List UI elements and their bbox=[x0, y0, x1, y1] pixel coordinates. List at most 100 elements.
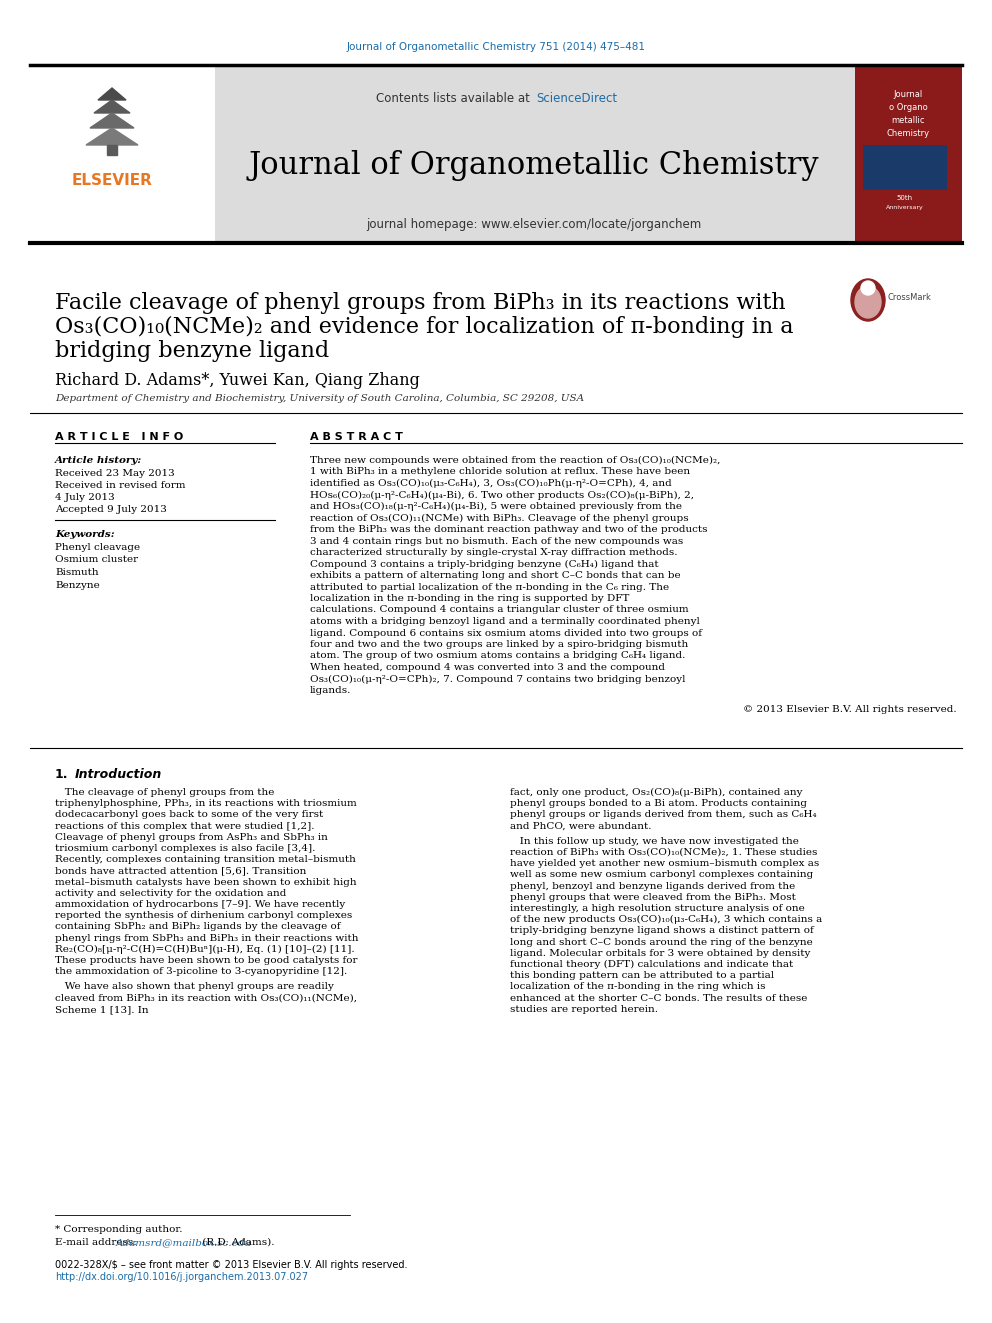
Text: The cleavage of phenyl groups from the: The cleavage of phenyl groups from the bbox=[55, 789, 275, 796]
Text: CrossMark: CrossMark bbox=[888, 292, 931, 302]
Text: ELSEVIER: ELSEVIER bbox=[71, 173, 153, 188]
Text: 50th: 50th bbox=[897, 194, 913, 201]
Text: Richard D. Adams*, Yuwei Kan, Qiang Zhang: Richard D. Adams*, Yuwei Kan, Qiang Zhan… bbox=[55, 372, 420, 389]
Text: Cleavage of phenyl groups from AsPh₃ and SbPh₃ in: Cleavage of phenyl groups from AsPh₃ and… bbox=[55, 832, 328, 841]
Text: Bismuth: Bismuth bbox=[55, 568, 98, 577]
Text: localization in the π-bonding in the ring is supported by DFT: localization in the π-bonding in the rin… bbox=[310, 594, 629, 603]
Text: calculations. Compound 4 contains a triangular cluster of three osmium: calculations. Compound 4 contains a tria… bbox=[310, 606, 688, 614]
Text: In this follow up study, we have now investigated the: In this follow up study, we have now inv… bbox=[510, 837, 799, 845]
Text: four and two and the two groups are linked by a spiro-bridging bismuth: four and two and the two groups are link… bbox=[310, 640, 688, 650]
Text: Department of Chemistry and Biochemistry, University of South Carolina, Columbia: Department of Chemistry and Biochemistry… bbox=[55, 394, 584, 404]
Text: Received in revised form: Received in revised form bbox=[55, 482, 186, 490]
Text: We have also shown that phenyl groups are readily: We have also shown that phenyl groups ar… bbox=[55, 983, 334, 991]
Text: ligand. Molecular orbitals for 3 were obtained by density: ligand. Molecular orbitals for 3 were ob… bbox=[510, 949, 810, 958]
Text: Journal of Organometallic Chemistry 751 (2014) 475–481: Journal of Organometallic Chemistry 751 … bbox=[346, 42, 646, 52]
Text: 0022-328X/$ – see front matter © 2013 Elsevier B.V. All rights reserved.: 0022-328X/$ – see front matter © 2013 El… bbox=[55, 1259, 408, 1270]
Polygon shape bbox=[86, 128, 138, 146]
Text: metal–bismuth catalysts have been shown to exhibit high: metal–bismuth catalysts have been shown … bbox=[55, 877, 357, 886]
Text: dodecacarbonyl goes back to some of the very first: dodecacarbonyl goes back to some of the … bbox=[55, 811, 323, 819]
Text: characterized structurally by single-crystal X-ray diffraction methods.: characterized structurally by single-cry… bbox=[310, 548, 678, 557]
Text: bridging benzyne ligand: bridging benzyne ligand bbox=[55, 340, 329, 363]
Text: functional theory (DFT) calculations and indicate that: functional theory (DFT) calculations and… bbox=[510, 960, 794, 970]
Text: have yielded yet another new osmium–bismuth complex as: have yielded yet another new osmium–bism… bbox=[510, 859, 819, 868]
Text: A R T I C L E   I N F O: A R T I C L E I N F O bbox=[55, 433, 184, 442]
Bar bbox=[855, 65, 962, 242]
Text: Adamsrd@mailbox.sc.edu: Adamsrd@mailbox.sc.edu bbox=[116, 1238, 252, 1248]
Text: Journal: Journal bbox=[894, 90, 923, 99]
Text: phenyl groups that were cleaved from the BiPh₃. Most: phenyl groups that were cleaved from the… bbox=[510, 893, 796, 902]
Text: atom. The group of two osmium atoms contains a bridging C₆H₄ ligand.: atom. The group of two osmium atoms cont… bbox=[310, 651, 685, 660]
Bar bbox=[863, 146, 947, 191]
Text: phenyl groups or ligands derived from them, such as C₆H₄: phenyl groups or ligands derived from th… bbox=[510, 811, 816, 819]
Text: When heated, compound 4 was converted into 3 and the compound: When heated, compound 4 was converted in… bbox=[310, 663, 665, 672]
Text: triosmium carbonyl complexes is also facile [3,4].: triosmium carbonyl complexes is also fac… bbox=[55, 844, 315, 853]
Ellipse shape bbox=[851, 279, 885, 321]
Text: triphenylphosphine, PPh₃, in its reactions with triosmium: triphenylphosphine, PPh₃, in its reactio… bbox=[55, 799, 357, 808]
Text: reactions of this complex that were studied [1,2].: reactions of this complex that were stud… bbox=[55, 822, 314, 831]
Text: reaction of Os₃(CO)₁₁(NCMe) with BiPh₃. Cleavage of the phenyl groups: reaction of Os₃(CO)₁₁(NCMe) with BiPh₃. … bbox=[310, 513, 688, 523]
Text: A B S T R A C T: A B S T R A C T bbox=[310, 433, 403, 442]
Text: phenyl, benzoyl and benzyne ligands derived from the: phenyl, benzoyl and benzyne ligands deri… bbox=[510, 881, 796, 890]
Text: Phenyl cleavage: Phenyl cleavage bbox=[55, 542, 140, 552]
Text: Chemistry: Chemistry bbox=[887, 130, 930, 138]
Bar bbox=[215, 65, 855, 242]
Text: exhibits a pattern of alternating long and short C–C bonds that can be: exhibits a pattern of alternating long a… bbox=[310, 572, 681, 579]
Text: These products have been shown to be good catalysts for: These products have been shown to be goo… bbox=[55, 957, 357, 964]
Text: Scheme 1 [13]. In: Scheme 1 [13]. In bbox=[55, 1004, 149, 1013]
Text: well as some new osmium carbonyl complexes containing: well as some new osmium carbonyl complex… bbox=[510, 871, 813, 880]
Text: 3 and 4 contain rings but no bismuth. Each of the new compounds was: 3 and 4 contain rings but no bismuth. Ea… bbox=[310, 537, 683, 545]
Text: 1 with BiPh₃ in a methylene chloride solution at reflux. These have been: 1 with BiPh₃ in a methylene chloride sol… bbox=[310, 467, 690, 476]
Text: this bonding pattern can be attributed to a partial: this bonding pattern can be attributed t… bbox=[510, 971, 774, 980]
Text: © 2013 Elsevier B.V. All rights reserved.: © 2013 Elsevier B.V. All rights reserved… bbox=[743, 705, 957, 714]
Text: phenyl groups bonded to a Bi atom. Products containing: phenyl groups bonded to a Bi atom. Produ… bbox=[510, 799, 807, 808]
Text: interestingly, a high resolution structure analysis of one: interestingly, a high resolution structu… bbox=[510, 904, 805, 913]
Text: (R.D. Adams).: (R.D. Adams). bbox=[199, 1238, 275, 1248]
Text: Benzyne: Benzyne bbox=[55, 581, 100, 590]
Text: Article history:: Article history: bbox=[55, 456, 142, 464]
Text: http://dx.doi.org/10.1016/j.jorganchem.2013.07.027: http://dx.doi.org/10.1016/j.jorganchem.2… bbox=[55, 1271, 309, 1282]
Text: reported the synthesis of dirhenium carbonyl complexes: reported the synthesis of dirhenium carb… bbox=[55, 912, 352, 921]
Polygon shape bbox=[94, 101, 130, 112]
Text: atoms with a bridging benzoyl ligand and a terminally coordinated phenyl: atoms with a bridging benzoyl ligand and… bbox=[310, 617, 700, 626]
Text: ligands.: ligands. bbox=[310, 687, 351, 695]
Text: reaction of BiPh₃ with Os₃(CO)₁₀(NCMe)₂, 1. These studies: reaction of BiPh₃ with Os₃(CO)₁₀(NCMe)₂,… bbox=[510, 848, 817, 857]
Text: phenyl rings from SbPh₃ and BiPh₃ in their reactions with: phenyl rings from SbPh₃ and BiPh₃ in the… bbox=[55, 934, 358, 942]
Bar bbox=[30, 65, 215, 242]
Text: ligand. Compound 6 contains six osmium atoms divided into two groups of: ligand. Compound 6 contains six osmium a… bbox=[310, 628, 702, 638]
Text: Introduction: Introduction bbox=[75, 767, 163, 781]
Polygon shape bbox=[90, 112, 134, 128]
Circle shape bbox=[861, 280, 875, 295]
Text: ammoxidation of hydrocarbons [7–9]. We have recently: ammoxidation of hydrocarbons [7–9]. We h… bbox=[55, 900, 345, 909]
Text: and PhCO, were abundant.: and PhCO, were abundant. bbox=[510, 822, 652, 831]
Text: 1.: 1. bbox=[55, 767, 68, 781]
Text: cleaved from BiPh₃ in its reaction with Os₃(CO)₁₁(NCMe),: cleaved from BiPh₃ in its reaction with … bbox=[55, 994, 357, 1003]
Text: Contents lists available at: Contents lists available at bbox=[376, 93, 534, 105]
Text: long and short C–C bonds around the ring of the benzyne: long and short C–C bonds around the ring… bbox=[510, 938, 812, 946]
Text: Anniversary: Anniversary bbox=[886, 205, 924, 210]
Text: triply-bridging benzyne ligand shows a distinct pattern of: triply-bridging benzyne ligand shows a d… bbox=[510, 926, 813, 935]
Text: studies are reported herein.: studies are reported herein. bbox=[510, 1004, 658, 1013]
Text: Three new compounds were obtained from the reaction of Os₃(CO)₁₀(NCMe)₂,: Three new compounds were obtained from t… bbox=[310, 456, 720, 466]
Text: 4 July 2013: 4 July 2013 bbox=[55, 493, 115, 501]
Text: Os₃(CO)₁₀(NCMe)₂ and evidence for localization of π-bonding in a: Os₃(CO)₁₀(NCMe)₂ and evidence for locali… bbox=[55, 316, 794, 339]
Text: Journal of Organometallic Chemistry: Journal of Organometallic Chemistry bbox=[249, 149, 819, 181]
Text: from the BiPh₃ was the dominant reaction pathway and two of the products: from the BiPh₃ was the dominant reaction… bbox=[310, 525, 707, 534]
Text: HOs₆(CO)₂₀(μ-η²-C₆H₄)(μ₄-Bi), 6. Two other products Os₂(CO)₈(μ-BiPh), 2,: HOs₆(CO)₂₀(μ-η²-C₆H₄)(μ₄-Bi), 6. Two oth… bbox=[310, 491, 694, 500]
Polygon shape bbox=[98, 89, 126, 101]
Text: localization of the π-bonding in the ring which is: localization of the π-bonding in the rin… bbox=[510, 983, 766, 991]
Text: bonds have attracted attention [5,6]. Transition: bonds have attracted attention [5,6]. Tr… bbox=[55, 867, 307, 876]
Text: Accepted 9 July 2013: Accepted 9 July 2013 bbox=[55, 505, 167, 515]
Text: fact, only one product, Os₂(CO)₈(μ-BiPh), contained any: fact, only one product, Os₂(CO)₈(μ-BiPh)… bbox=[510, 789, 803, 798]
Text: metallic: metallic bbox=[891, 116, 925, 124]
Text: o Organo: o Organo bbox=[889, 103, 928, 112]
Text: Osmium cluster: Osmium cluster bbox=[55, 556, 138, 565]
Text: Keywords:: Keywords: bbox=[55, 531, 115, 538]
Text: and HOs₃(CO)₁₈(μ-η²-C₆H₄)(μ₄-Bi), 5 were obtained previously from the: and HOs₃(CO)₁₈(μ-η²-C₆H₄)(μ₄-Bi), 5 were… bbox=[310, 501, 682, 511]
Polygon shape bbox=[107, 146, 117, 155]
Text: journal homepage: www.elsevier.com/locate/jorganchem: journal homepage: www.elsevier.com/locat… bbox=[366, 218, 701, 232]
Text: Received 23 May 2013: Received 23 May 2013 bbox=[55, 468, 175, 478]
Text: E-mail address:: E-mail address: bbox=[55, 1238, 140, 1248]
Text: attributed to partial localization of the π-bonding in the C₆ ring. The: attributed to partial localization of th… bbox=[310, 582, 670, 591]
Text: containing SbPh₂ and BiPh₂ ligands by the cleavage of: containing SbPh₂ and BiPh₂ ligands by th… bbox=[55, 922, 340, 931]
Ellipse shape bbox=[855, 286, 881, 318]
